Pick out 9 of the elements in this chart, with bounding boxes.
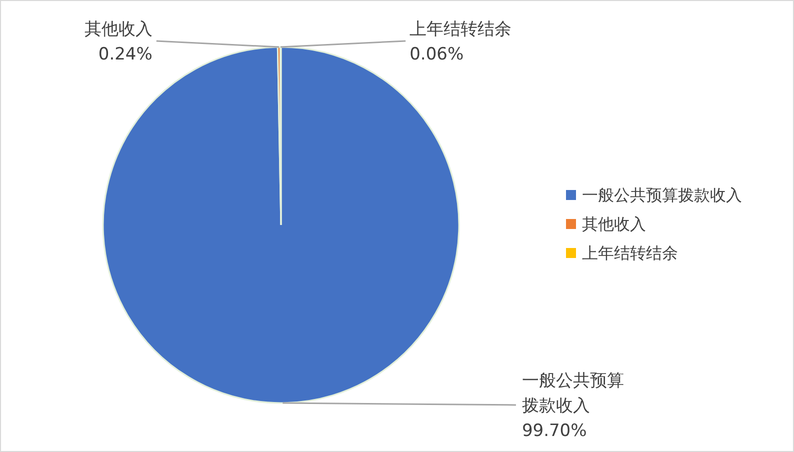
slice-label: 其他收入 [84,19,152,40]
legend-label: 一般公共预算拨款收入 [582,186,742,205]
legend-label: 其他收入 [582,214,646,234]
data-label: 99.70% [522,420,587,441]
data-label: 0.06% [410,44,464,64]
slice-label: 上年结转结余 [410,19,512,40]
slice-label: 一般公共预算拨款收入 [522,370,624,416]
legend-label: 上年结转结余 [582,244,678,263]
data-label: 0.24% [98,44,152,64]
